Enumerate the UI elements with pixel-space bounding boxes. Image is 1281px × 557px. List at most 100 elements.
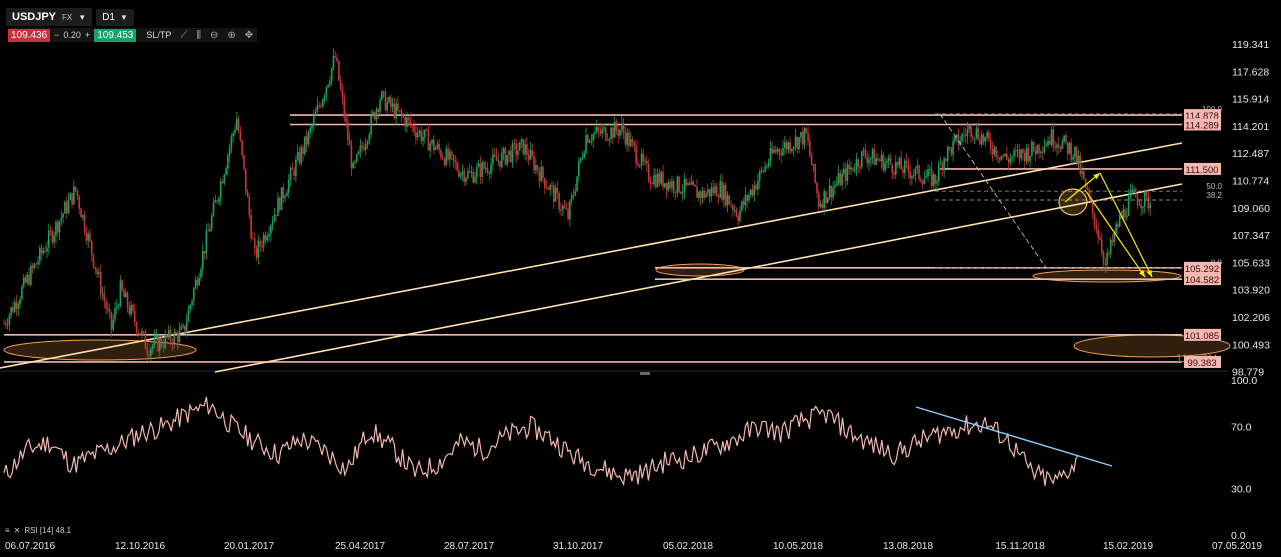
candle-body [325,87,328,96]
symbol-toolbar: USDJPY FX ▼ D1 ▼ [6,6,134,28]
candle-body [13,302,16,312]
candle-body [812,164,815,166]
candle-body [1124,209,1126,218]
close-icon[interactable]: ✕ [13,526,21,535]
candle-body [898,157,901,166]
candle-body [801,132,804,145]
level-label-box [1184,273,1221,286]
highlight-ellipse [3,339,197,361]
candle-body [982,134,985,142]
candle-body [425,129,428,131]
candle-body [4,323,7,326]
candle-body [980,134,983,145]
line-chart-icon[interactable]: ⟋ [180,29,188,41]
candle-body [903,160,906,173]
candle-body [979,139,981,145]
sltp-button[interactable]: SL/TP [146,30,172,40]
candle-body [683,178,686,192]
candle-body [819,204,822,207]
time-axis-label: 05.02.2018 [663,541,713,552]
candle-body [850,167,852,170]
candle-body [993,146,996,155]
candle-body [384,91,387,111]
candle-body [133,310,136,323]
price-axis-label: 112.487 [1232,148,1269,160]
sell-price-button[interactable]: 109.436 [8,28,51,42]
candle-body [1126,215,1128,218]
candle-body [99,271,102,294]
candle-body [228,147,231,156]
zoom-in-icon[interactable]: ⊕ [227,29,236,41]
candle-body [1061,141,1064,149]
candle-body [304,136,306,154]
candle-body [388,97,390,103]
candle-body [509,150,512,162]
spread-value: 0.20 [63,30,81,40]
candle-body [579,158,582,162]
candle-body [447,148,449,160]
candle-body [674,191,677,193]
menu-icon[interactable]: ≡ [5,526,10,535]
candle-body [44,250,46,252]
projection-arrow [1064,172,1101,203]
candle-body [818,193,820,207]
candle-body [282,187,285,199]
buy-price-button[interactable]: 109.453 [94,28,137,42]
candle-body [339,80,342,90]
candle-body [570,195,573,201]
crosshair-icon[interactable]: ✥ [244,29,254,41]
candle-body [764,166,766,172]
candle-body [524,144,526,155]
candle-body [705,193,707,198]
candle-body [629,139,632,147]
highlight-circle [1058,188,1088,216]
candle-body [603,127,605,129]
candle-body [121,280,123,291]
time-axis-label: 28.07.2017 [444,541,494,552]
candle-body [792,146,795,150]
candle-body [318,105,320,107]
market-label: FX [62,12,73,22]
candle-body [1045,145,1048,147]
candle-body [835,183,838,186]
candle-body [441,157,444,159]
candle-body [991,149,994,155]
candle-body [887,157,890,162]
candle-body [495,156,498,161]
candle-body [594,132,596,134]
candle-body [612,127,614,138]
candle-body [864,149,867,158]
zoom-out-icon[interactable]: ⊖ [210,29,219,41]
candle-body [986,132,988,138]
timeframe-selector[interactable]: D1 ▼ [96,8,134,26]
candle-body [1143,192,1146,207]
candle-body [662,171,664,188]
candle-body [783,142,786,148]
candle-body [649,181,652,184]
candle-body [499,160,501,168]
symbol-selector[interactable]: USDJPY FX ▼ [6,8,93,26]
bar-chart-icon[interactable]: ⫼ [196,29,201,41]
price-axis-label: 107.347 [1232,230,1270,242]
candle-body [946,146,949,161]
candle-body [886,161,888,163]
candle-body [902,169,904,173]
candle-body [142,331,145,333]
candle-body [708,189,711,197]
plus-sign: + [84,30,91,40]
candle-body [647,163,650,182]
candle-body [778,149,781,153]
candle-body [846,164,849,181]
chevron-down-icon: ▼ [119,12,128,22]
candle-body [535,165,537,171]
candle-body [583,152,586,158]
candle-body [119,280,122,307]
candle-body [225,168,227,175]
candle-body [746,195,748,201]
candle-body [483,162,485,169]
candle-body [569,200,571,219]
candle-body [739,210,741,221]
price-axis-label: 110.774 [1232,176,1269,188]
candle-body [925,176,928,179]
